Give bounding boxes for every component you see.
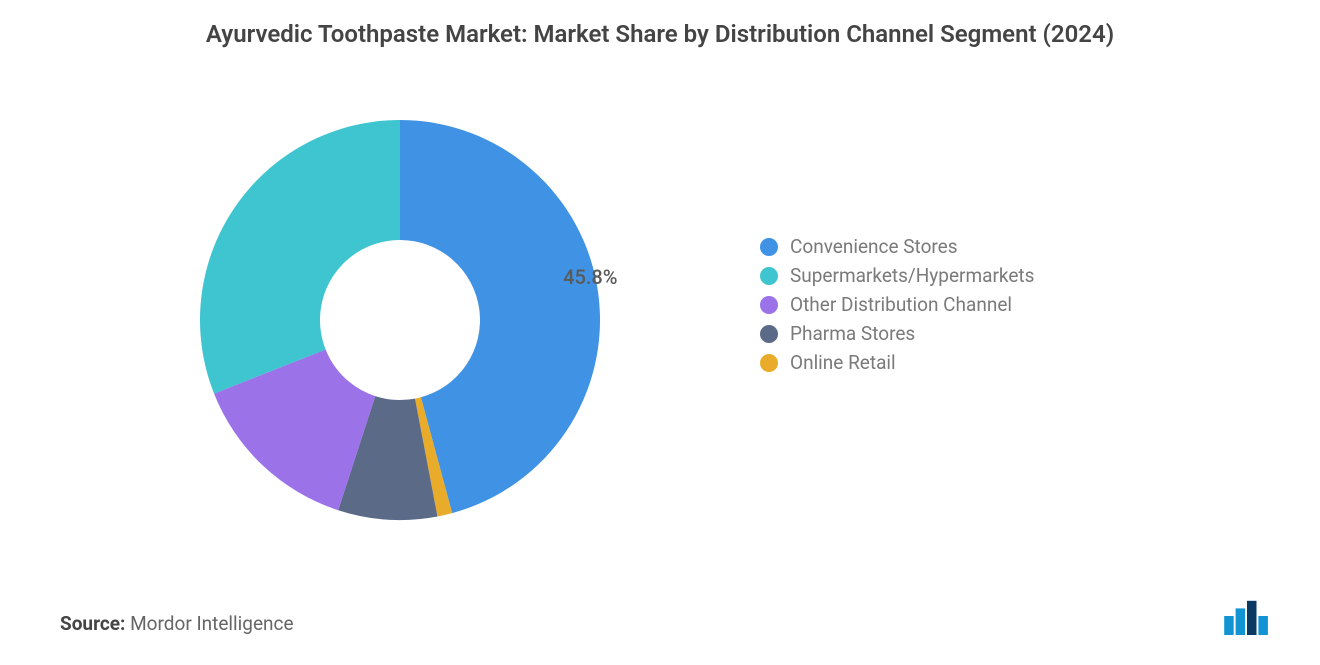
logo-svg [1219, 597, 1275, 635]
legend-item: Online Retail [760, 351, 1034, 374]
source-line: Source: Mordor Intelligence [60, 612, 294, 635]
legend-label: Convenience Stores [790, 235, 958, 258]
donut-chart: 45.8% [190, 110, 610, 530]
legend-item: Pharma Stores [760, 322, 1034, 345]
legend-item: Other Distribution Channel [760, 293, 1034, 316]
donut-slice [200, 120, 400, 394]
legend-item: Convenience Stores [760, 235, 1034, 258]
brand-logo [1219, 597, 1275, 635]
legend-label: Online Retail [790, 351, 896, 374]
legend-swatch [760, 325, 778, 343]
legend-label: Pharma Stores [790, 322, 915, 345]
logo-bar [1258, 616, 1268, 635]
legend-label: Supermarkets/Hypermarkets [790, 264, 1034, 287]
logo-bar [1247, 601, 1257, 635]
source-key: Source: [60, 612, 125, 635]
source-value: Mordor Intelligence [130, 612, 293, 635]
legend-swatch [760, 296, 778, 314]
legend: Convenience Stores Supermarkets/Hypermark… [760, 235, 1034, 380]
chart-title: Ayurvedic Toothpaste Market: Market Shar… [0, 18, 1320, 50]
legend-item: Supermarkets/Hypermarkets [760, 264, 1034, 287]
donut-svg [190, 110, 610, 530]
legend-swatch [760, 238, 778, 256]
legend-swatch [760, 354, 778, 372]
chart-container: Ayurvedic Toothpaste Market: Market Shar… [0, 0, 1320, 665]
legend-label: Other Distribution Channel [790, 293, 1012, 316]
legend-swatch [760, 267, 778, 285]
logo-bar [1236, 608, 1246, 635]
logo-bar [1224, 616, 1234, 635]
slice-label: 45.8% [563, 265, 617, 289]
